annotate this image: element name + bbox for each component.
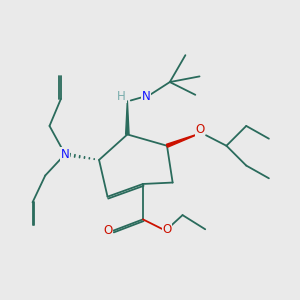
Text: N: N [61, 148, 70, 161]
Polygon shape [167, 133, 201, 147]
Text: O: O [103, 224, 113, 237]
Text: H: H [117, 90, 126, 103]
Polygon shape [126, 100, 129, 134]
Text: O: O [196, 123, 205, 136]
Text: N: N [141, 90, 150, 103]
Text: O: O [162, 223, 172, 236]
